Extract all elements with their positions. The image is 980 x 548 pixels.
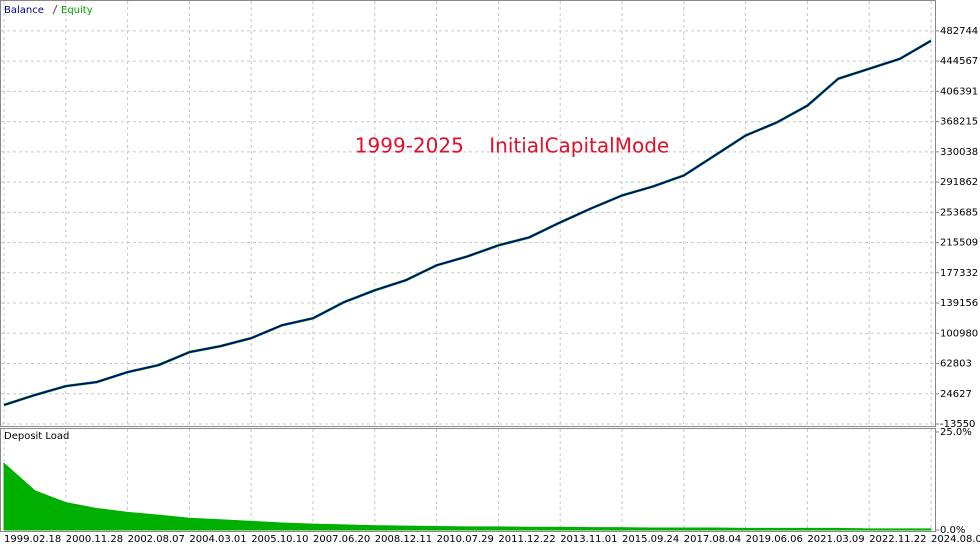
x-tick-label: 2013.11.01	[560, 534, 617, 545]
x-tick-label: 2024.08.02	[931, 534, 980, 545]
y-tick-label: -13550	[940, 419, 975, 430]
y-tick-label: 62803	[940, 359, 972, 370]
main-pane-frame	[0, 0, 936, 427]
legend-separator	[52, 4, 58, 15]
x-tick-label: 2007.06.20	[313, 534, 370, 545]
x-tick-label: 1999.02.18	[4, 534, 61, 545]
y-tick-label: 177332	[940, 268, 978, 279]
y-tick-label: 0.0%	[940, 525, 965, 536]
line-balance	[3, 40, 932, 406]
y-tick-label: 24627	[940, 389, 972, 400]
x-tick-label: 2021.03.09	[807, 534, 864, 545]
x-tick-label: 2010.07.29	[437, 534, 494, 545]
annotation: 1999-2025 InitialCapitalMode	[355, 134, 669, 158]
legend-equity: Equity	[61, 5, 93, 16]
y-tick-label: 25.0%	[940, 427, 972, 438]
y-tick-label: 291862	[940, 177, 978, 188]
deposit-load-area	[3, 462, 932, 531]
y-tick-label: 482744	[940, 26, 978, 37]
x-tick-label: 2015.09.24	[622, 534, 679, 545]
x-tick-label: 2000.11.28	[66, 534, 123, 545]
y-tick-label: 406391	[940, 86, 978, 97]
y-tick-label: 215509	[940, 238, 978, 249]
y-tick-label: 253685	[940, 207, 978, 218]
x-tick-label: 2002.08.07	[128, 534, 185, 545]
legend-balance: Balance	[4, 5, 44, 16]
x-tick-label: 2019.06.06	[746, 534, 803, 545]
x-tick-label: 2004.03.01	[189, 534, 246, 545]
line-equity	[3, 39, 932, 407]
x-tick-label: 2005.10.10	[251, 534, 308, 545]
x-tick-label: 2011.12.22	[498, 534, 555, 545]
y-tick-label: 368215	[940, 117, 978, 128]
x-tick-label: 2022.11.22	[869, 534, 926, 545]
load-pane-frame	[0, 428, 936, 532]
y-tick-label: 139156	[940, 298, 978, 309]
load-pane-title: Deposit Load	[4, 431, 69, 442]
y-tick-label: 100980	[940, 328, 978, 339]
y-tick-label: 330038	[940, 147, 978, 158]
x-tick-label: 2017.08.04	[684, 534, 741, 545]
x-tick-label: 2008.12.11	[375, 534, 432, 545]
y-tick-label: 444567	[940, 56, 978, 67]
